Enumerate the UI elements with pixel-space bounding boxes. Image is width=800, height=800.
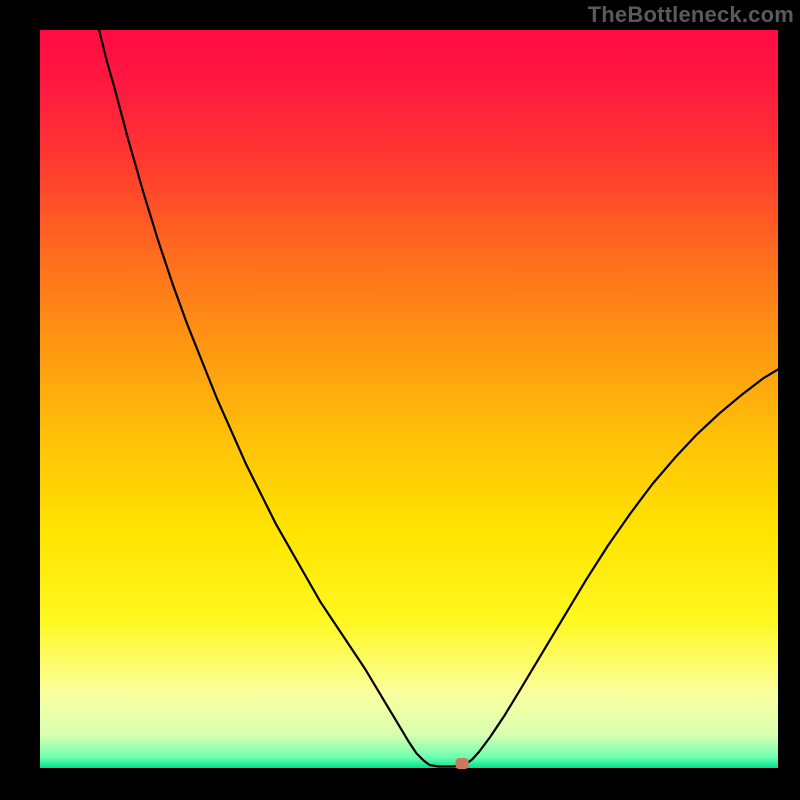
watermark-text: TheBottleneck.com <box>588 2 794 28</box>
optimal-point-marker <box>455 758 468 769</box>
bottleneck-chart <box>0 0 800 800</box>
plot-background <box>40 30 778 768</box>
